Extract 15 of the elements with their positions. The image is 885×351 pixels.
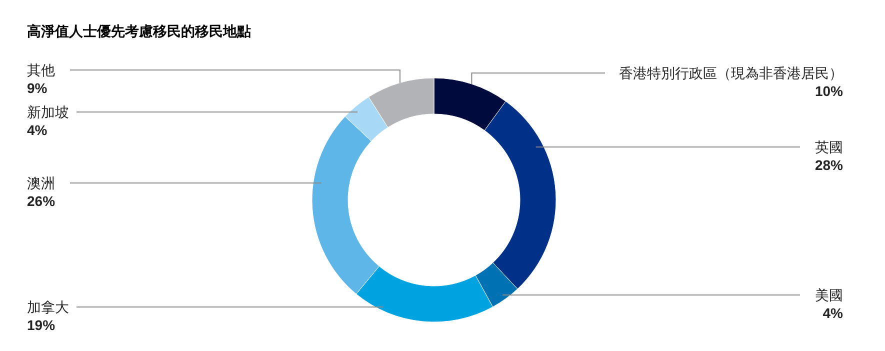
- chart-title: 高淨值人士優先考慮移民的移民地點: [27, 23, 251, 39]
- slice-label: 新加坡: [27, 104, 69, 120]
- slice-label: 澳洲: [27, 175, 55, 191]
- data-label: 19%: [27, 317, 56, 333]
- slice-label: 美國: [815, 287, 843, 303]
- slice-label: 加拿大: [27, 299, 69, 315]
- slice-label: 其他: [27, 62, 55, 78]
- data-label: 4%: [822, 305, 844, 321]
- slice-label: 英國: [815, 139, 843, 155]
- data-label: 4%: [27, 122, 48, 138]
- data-label: 28%: [814, 157, 844, 173]
- slice-label: 香港特別行政區（現為非香港居民）: [619, 65, 843, 81]
- data-label: 10%: [814, 83, 844, 99]
- data-label: 26%: [27, 193, 56, 209]
- data-label: 9%: [27, 80, 48, 96]
